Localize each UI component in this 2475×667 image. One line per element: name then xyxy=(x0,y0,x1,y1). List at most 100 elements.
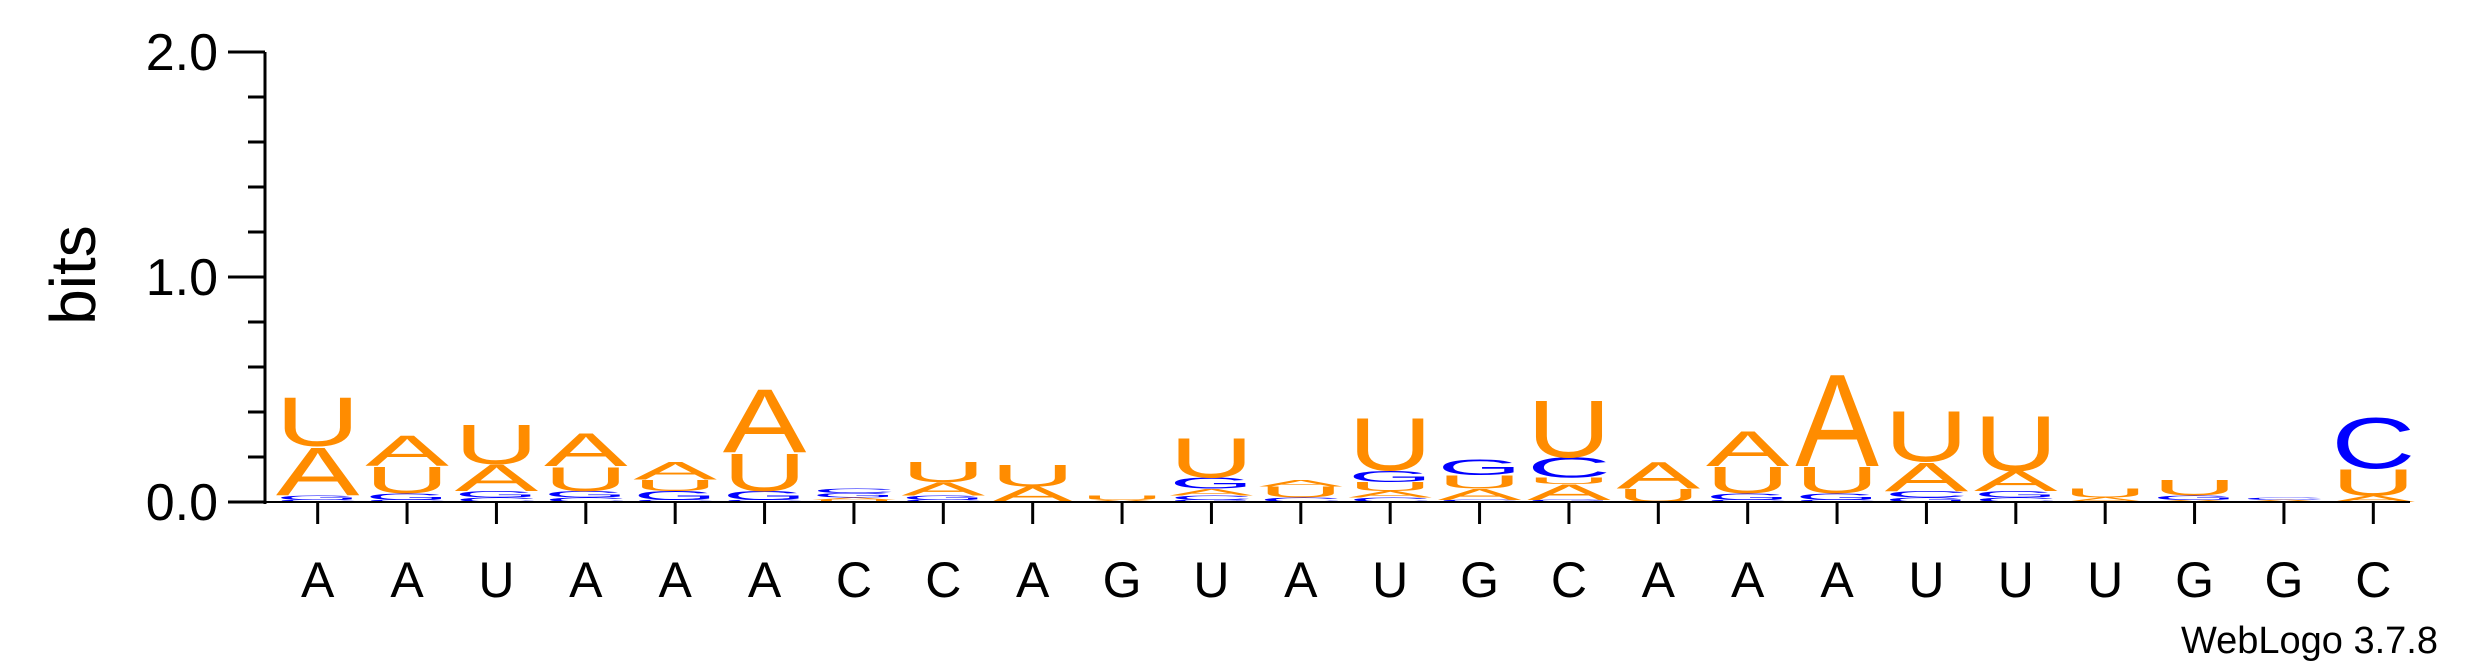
logo-letter-U: U xyxy=(1259,483,1343,501)
logo-letter-A: A xyxy=(1706,421,1790,477)
logo-letter-C: C xyxy=(723,499,807,502)
logo-letter-A: A xyxy=(1259,478,1344,488)
logo-letter-C: C xyxy=(1169,494,1253,501)
logo-letter-G: G xyxy=(1974,489,2058,499)
logo-letter-G: G xyxy=(1795,491,1879,501)
logo-letter-A: A xyxy=(2153,499,2237,503)
logo-letter-U: U xyxy=(1348,479,1432,493)
logo-letter-A: A xyxy=(1885,454,1970,500)
logo-letter-U: U xyxy=(544,460,628,499)
x-tick-label: G xyxy=(1460,552,1499,608)
logo-letter-G: G xyxy=(365,491,449,501)
weblogo-credit: WebLogo 3.7.8 xyxy=(2181,620,2438,662)
logo-letter-A: A xyxy=(633,457,718,485)
logo-letter-A: A xyxy=(1170,487,1255,497)
logo-letter-C: C xyxy=(1974,496,2058,503)
x-tick-label: U xyxy=(1193,552,1229,608)
logo-letter-A: A xyxy=(455,457,539,499)
x-tick-label: U xyxy=(478,552,514,608)
logo-letter-G: G xyxy=(544,489,628,499)
x-tick-label: U xyxy=(1908,552,1944,608)
logo-letter-U: U xyxy=(2331,462,2415,504)
logo-letter-C: C xyxy=(1348,496,1432,503)
x-tick-label: C xyxy=(836,552,872,608)
logo-letter-G: G xyxy=(1169,499,1253,502)
logo-letter-U: U xyxy=(1884,396,1968,477)
logo-letter-C: C xyxy=(2331,403,2415,484)
logo-letter-U: U xyxy=(454,413,538,476)
x-tick-label: A xyxy=(1820,552,1854,608)
logo-letter-U: U xyxy=(276,384,360,461)
x-tick-label: A xyxy=(659,552,693,608)
x-tick-label: U xyxy=(1372,552,1408,608)
logo-letter-A: A xyxy=(1438,486,1522,504)
logo-letter-C: C xyxy=(365,499,449,502)
logo-letter-A: A xyxy=(2063,496,2148,503)
x-tick-label: U xyxy=(2087,552,2123,608)
x-tick-label: A xyxy=(1642,552,1676,608)
x-tick-label: A xyxy=(1731,552,1765,608)
logo-letter-U: U xyxy=(812,499,896,502)
logo-letter-G: G xyxy=(2153,494,2237,501)
logo-letter-U: U xyxy=(2063,486,2147,500)
logo-letter-G: G xyxy=(1527,499,1611,502)
y-tick-label: 2.0 xyxy=(146,24,218,82)
y-axis-label: bits xyxy=(37,225,109,325)
x-tick-label: G xyxy=(2264,552,2303,608)
logo-letter-A: A xyxy=(1974,466,2058,497)
logo-letter-C: C xyxy=(633,499,717,502)
y-axis: 2.0 1.0 0.0 xyxy=(146,24,267,532)
logo-letter-G: G xyxy=(1884,496,1968,503)
logo-letter-C: C xyxy=(1706,499,1790,502)
logo-letter-C: C xyxy=(1884,489,1968,500)
logo-letter-U: U xyxy=(633,477,717,495)
logo-letter-G: G xyxy=(1438,455,1522,480)
logo-letter-G: G xyxy=(901,494,985,501)
logo-letter-U: U xyxy=(991,458,1075,493)
x-tick-label: A xyxy=(748,552,782,608)
logo-letter-A: A xyxy=(1080,499,1164,503)
logo-letter-A: A xyxy=(812,497,896,501)
logo-letter-G: G xyxy=(276,494,360,501)
x-tick-label: C xyxy=(925,552,961,608)
logo-letter-G: G xyxy=(812,492,896,499)
x-tick-label: C xyxy=(2355,552,2391,608)
y-tick-label: 1.0 xyxy=(146,249,218,307)
logo-letter-C: C xyxy=(901,499,985,502)
x-tick-label: A xyxy=(301,552,335,608)
x-tick-label: C xyxy=(1551,552,1587,608)
logo-letter-C: C xyxy=(1527,452,1611,484)
logo-letter-A: A xyxy=(544,424,628,477)
logo-letter-U: U xyxy=(2153,475,2237,500)
logo-letter-C: C xyxy=(276,499,360,502)
logo-letter-C: C xyxy=(544,496,628,503)
logo-letter-U: U xyxy=(1348,402,1432,487)
logo-letter-G: G xyxy=(1169,474,1253,492)
logo-letter-U: U xyxy=(1974,400,2058,488)
logo-letter-U: U xyxy=(1706,459,1790,501)
logo-letter-U: U xyxy=(365,459,449,501)
logo-letter-C: C xyxy=(1795,499,1879,502)
x-tick-label: U xyxy=(1998,552,2034,608)
logo-letter-U: U xyxy=(1169,427,1253,490)
logo-letter-A: A xyxy=(365,426,449,475)
logo-letter-U: U xyxy=(1527,476,1611,487)
logo-letter-A: A xyxy=(276,433,360,510)
logo-letter-C: C xyxy=(1438,499,1522,502)
logo-letter-A: A xyxy=(1795,347,1879,495)
logo-letter-C: C xyxy=(454,496,538,503)
logo-letter-C: C xyxy=(812,487,896,494)
logo-letter-G: G xyxy=(1348,468,1432,486)
logo-letter-U: U xyxy=(1795,459,1879,501)
logo-letter-U: U xyxy=(1527,384,1611,475)
x-tick-label: G xyxy=(1103,552,1142,608)
y-tick-label: 0.0 xyxy=(146,474,218,532)
logo-letter-A: A xyxy=(2331,494,2416,504)
logo-letter-G: G xyxy=(633,488,717,502)
logo-letter-U: U xyxy=(901,456,985,488)
logo-letter-U: U xyxy=(723,443,807,503)
logo-letter-G: G xyxy=(723,488,807,502)
x-tick-label: A xyxy=(390,552,424,608)
